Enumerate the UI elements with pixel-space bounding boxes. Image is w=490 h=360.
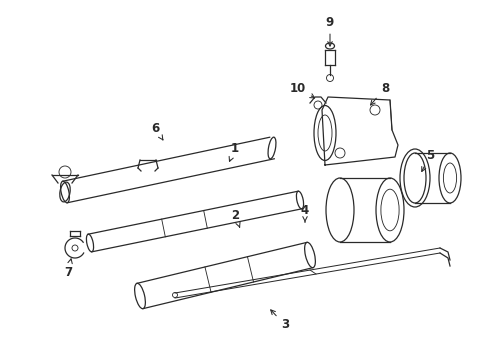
Text: 9: 9	[326, 15, 334, 46]
Text: 2: 2	[231, 208, 240, 227]
Text: 5: 5	[422, 149, 434, 171]
Text: 4: 4	[301, 203, 309, 222]
Text: 1: 1	[229, 141, 239, 161]
Text: 3: 3	[270, 310, 289, 332]
Text: 6: 6	[151, 122, 163, 140]
Text: 10: 10	[290, 81, 315, 98]
Text: 8: 8	[370, 81, 389, 105]
Text: 7: 7	[64, 259, 72, 279]
